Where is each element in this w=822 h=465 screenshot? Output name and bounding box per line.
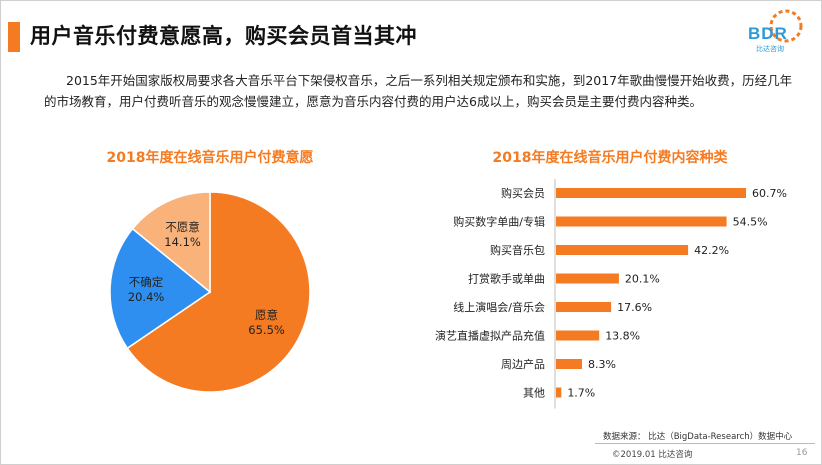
title-accent-bar [8, 22, 20, 52]
bar-5 [556, 302, 612, 312]
pie-slice-2 [109, 227, 212, 350]
bar-value-label: 8.3% [588, 358, 616, 371]
bar-category-label: 线上演唱会/音乐会 [453, 300, 545, 314]
pie-slice-label: 不愿意 [165, 220, 200, 234]
bar-3 [556, 245, 689, 255]
bar-category-label: 打赏歌手或单曲 [468, 272, 545, 286]
pie-slice-label: 不确定 [129, 275, 164, 289]
pie-slice-label: 愿意 [255, 308, 278, 322]
pie-chart-title: 2018年度在线音乐用户付费意愿 [106, 150, 314, 166]
bar-value-label: 17.6% [617, 301, 652, 314]
bar-value-label: 54.5% [733, 216, 768, 229]
bar-6 [556, 330, 600, 341]
pie-slice-1 [126, 191, 311, 393]
bar-8 [556, 387, 562, 398]
logo-subtext: 比达咨询 [756, 45, 784, 53]
pie-slice-value: 14.1% [164, 235, 201, 249]
bar-category-label: 演艺直播虚拟产品充值 [435, 329, 545, 343]
bar-value-label: 42.2% [694, 244, 729, 257]
bar-category-label: 购买会员 [501, 186, 545, 200]
page-title: 用户音乐付费意愿高，购买会员首当其冲 [30, 24, 417, 48]
bar-value-label: 60.7% [752, 187, 787, 200]
bar-value-label: 1.7% [567, 387, 595, 400]
bar-4 [556, 273, 619, 284]
footer-divider [595, 443, 815, 444]
logo-text: BDR [748, 24, 788, 43]
bar-value-label: 13.8% [605, 330, 640, 343]
bar-2 [556, 216, 727, 227]
data-source: 数据来源： 比达（BigData-Research）数据中心 [603, 432, 793, 442]
pie-slice-3 [131, 191, 211, 294]
bar-7 [556, 359, 582, 369]
copyright: ©2019.01 比达咨询 [612, 450, 693, 460]
bar-category-label: 周边产品 [501, 357, 545, 371]
page-number: 16 [796, 448, 808, 458]
bar-value-label: 20.1% [625, 273, 660, 286]
bar-1 [556, 188, 746, 198]
intro-paragraph: 2015年开始国家版权局要求各大音乐平台下架侵权音乐，之后一系列相关规定颁布和实… [44, 73, 793, 109]
bar-chart: 购买会员 60.7% 购买数字单曲/专辑 54.5% 购买音乐包 42.2% 打赏歌手或单曲… [435, 179, 787, 409]
pie-slice-value: 65.5% [248, 323, 285, 337]
pie-slice-value: 20.4% [128, 290, 165, 304]
bar-chart-title: 2018年度在线音乐用户付费内容种类 [492, 150, 728, 166]
bar-category-label: 购买数字单曲/专辑 [453, 215, 545, 229]
bar-category-label: 其他 [523, 387, 545, 400]
bdr-logo-icon [769, 9, 803, 43]
bar-category-label: 购买音乐包 [490, 243, 545, 257]
